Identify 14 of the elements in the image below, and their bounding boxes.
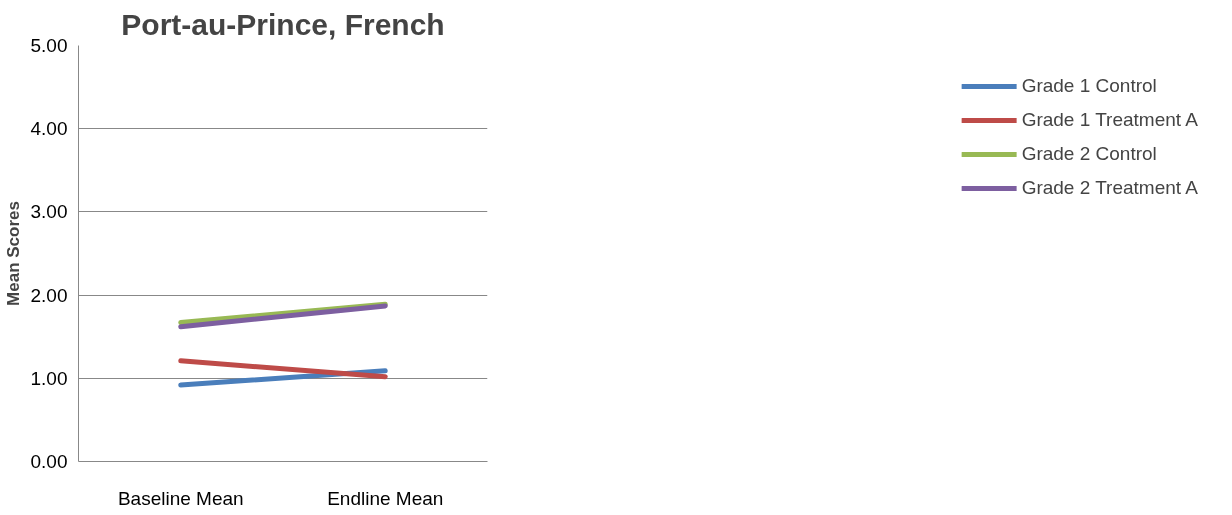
- legend-label: Grade 2 Control: [1021, 143, 1157, 165]
- y-tick-label: 3.00: [30, 201, 68, 223]
- y-tick-label: 4.00: [30, 118, 68, 140]
- x-tick-label: Endline Mean: [327, 487, 444, 509]
- y-axis-title: Mean Scores: [3, 201, 23, 306]
- legend-label: Grade 2 Treatment A: [1021, 177, 1198, 199]
- legend-label: Grade 1 Control: [1021, 75, 1157, 97]
- chart-title: Port-au-Prince, French: [121, 7, 445, 41]
- y-tick-label: 2.00: [30, 284, 68, 306]
- y-tick-label: 5.00: [30, 35, 68, 56]
- y-tick-label: 1.00: [30, 367, 68, 389]
- x-tick-label: Baseline Mean: [117, 487, 244, 509]
- legend-label: Grade 1 Treatment A: [1021, 109, 1198, 131]
- y-tick-label: 0.00: [30, 451, 68, 472]
